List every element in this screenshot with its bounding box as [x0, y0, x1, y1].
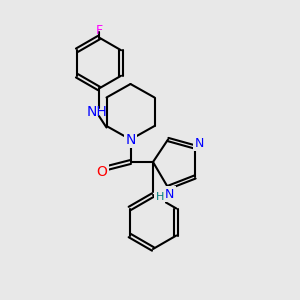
Text: N: N	[195, 137, 204, 150]
Text: N: N	[125, 133, 136, 146]
Text: F: F	[95, 23, 103, 37]
Text: H: H	[155, 192, 164, 203]
Text: NH: NH	[87, 106, 108, 119]
Text: N: N	[165, 188, 174, 201]
Text: O: O	[97, 166, 107, 179]
